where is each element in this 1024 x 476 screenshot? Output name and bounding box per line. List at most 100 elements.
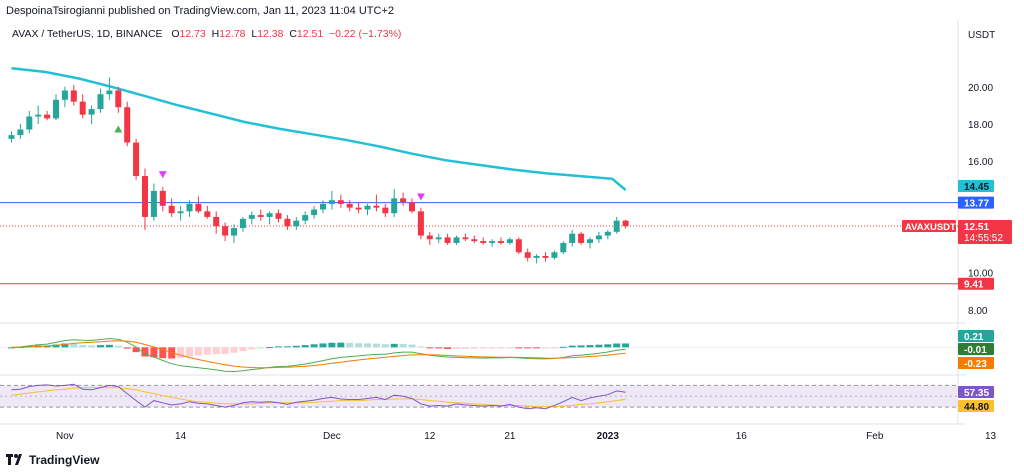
x-tick-label: Nov [56,431,74,442]
candle-up [26,116,33,130]
macd-histogram-bar [550,347,558,349]
macd-histogram-bar [105,344,113,348]
macd-histogram-bar [613,343,621,348]
candle-up [97,94,104,110]
currency-label: USDT [968,30,995,41]
candle-down [159,190,166,206]
candle-up [53,99,59,119]
candle-down [204,211,211,217]
macd-histogram-bar [239,347,247,352]
macd-histogram-bar [488,347,496,349]
macd-histogram-bar [275,346,282,348]
macd-signal-line [11,340,626,369]
macd-histogram-bar [622,343,630,348]
last-price-value: 12.51 [964,222,989,233]
macd-histogram-bar [506,347,514,349]
price-badge: 14.45 [964,182,989,193]
macd-histogram-bar [114,345,122,348]
candle-up [613,220,620,232]
macd-histogram-bar [470,347,478,349]
candle-down [195,203,202,212]
tradingview-logo-icon [6,454,24,466]
macd-histogram-bar [542,347,549,349]
macd-histogram-bar [203,347,211,355]
macd-histogram-bar [604,344,612,348]
candle-down [373,205,380,208]
price-badge-bg [958,277,994,290]
x-tick-label: 12 [424,431,436,442]
candle-down [622,220,629,227]
open-label: O [171,28,180,40]
macd-signal-badge: -0.23 [964,359,987,370]
sell-signal-marker [416,193,425,201]
x-tick-label: 16 [736,431,748,442]
candle-down [417,211,424,236]
macd-histogram-bar [177,347,185,358]
candle-up [61,90,68,100]
low-label: L [251,28,258,40]
macd-histogram-bar [453,347,460,349]
close-label: C [289,28,297,40]
candle-down [471,239,478,242]
macd-histogram-bar [515,347,523,349]
candle-down [480,241,487,243]
macd-histogram-bar [586,345,594,348]
y-tick-label: 20.00 [968,83,993,94]
macd-histogram-bar [150,347,158,358]
macd-histogram-bar [61,343,69,348]
candle-up [328,200,335,204]
macd-histogram-bar [212,347,220,355]
candle-up [150,190,157,217]
macd-histogram-badge: 0.21 [964,332,984,343]
candle-down [542,255,549,258]
tradingview-brand: TradingView [6,453,99,467]
price-badge-bg [958,179,994,192]
rsi-line [11,383,626,410]
macd-histogram-bar [301,345,309,348]
moving-average-line [11,66,627,191]
candle-up [435,237,442,240]
macd-histogram-bar [97,345,104,348]
macd-histogram-bar [355,343,363,348]
price-badge: 13.77 [964,199,989,210]
candle-down [275,213,282,219]
macd-histogram-bar [221,347,229,354]
candle-up [8,135,15,139]
x-tick-label: Dec [323,431,341,442]
countdown-timer: 14:55:52 [964,233,1003,244]
candle-down [578,233,585,243]
rsi-band [0,385,958,408]
macd-histogram-bar [568,345,576,348]
macd-histogram-bar [372,343,380,348]
macd-histogram-bar [8,347,15,349]
candle-up [604,231,611,236]
candle-up [302,215,309,221]
rsi-value-badge-bg [958,386,994,398]
candle-up [88,109,95,115]
candle-up [533,255,540,258]
candle-up [560,242,567,253]
macd-histogram-bar [559,346,567,348]
candle-up [489,241,496,243]
candle-down [133,142,140,177]
candle-up [231,228,237,236]
macd-histogram-bar [141,347,149,357]
candle-up [587,239,593,243]
candle-up [595,235,602,240]
y-tick-label: 8.00 [968,306,988,317]
candle-up [248,215,255,219]
candle-down [115,90,122,108]
macd-value-badge-bg [958,343,994,355]
symbol-tag: AVAXUSDT [905,222,956,233]
candle-down [142,176,148,217]
macd-histogram-bar [283,346,291,348]
macd-histogram-bar [381,344,389,348]
candle-down [498,241,504,243]
macd-histogram-bar [577,345,585,348]
rsi-ma-line [11,387,626,408]
macd-histogram-bar [230,347,238,353]
macd-histogram-bar [435,347,443,349]
x-tick-label: 2023 [597,431,620,442]
macd-histogram-bar [186,347,193,357]
